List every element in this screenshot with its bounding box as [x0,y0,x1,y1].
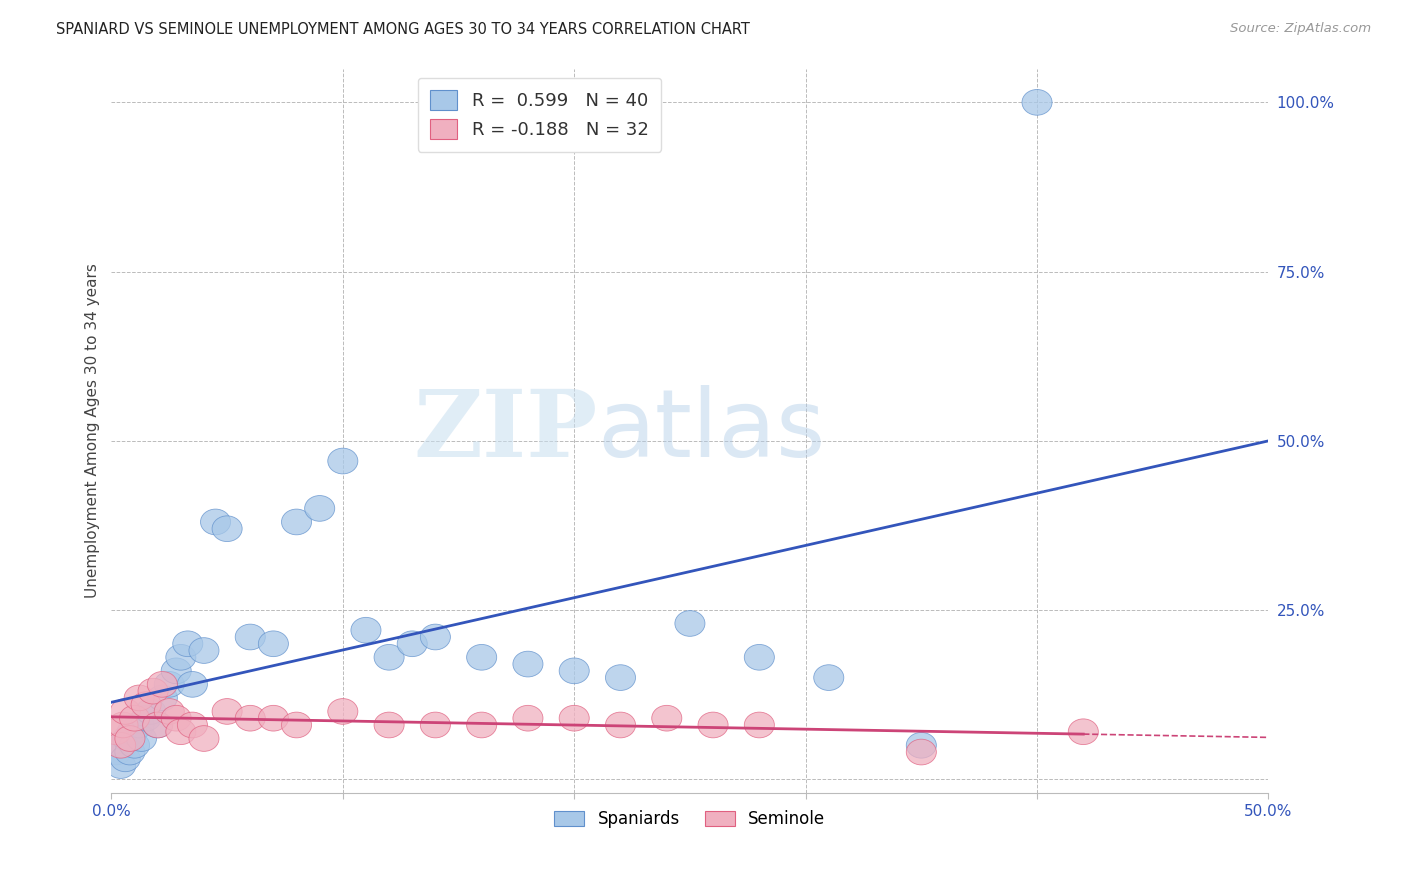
Ellipse shape [907,732,936,758]
Ellipse shape [138,678,169,704]
Ellipse shape [281,712,312,738]
Ellipse shape [259,706,288,731]
Ellipse shape [201,509,231,535]
Ellipse shape [328,698,359,724]
Ellipse shape [101,719,131,745]
Ellipse shape [110,698,141,724]
Ellipse shape [115,739,145,765]
Ellipse shape [162,658,191,683]
Ellipse shape [177,672,208,698]
Ellipse shape [166,719,195,745]
Ellipse shape [105,753,136,779]
Ellipse shape [108,712,138,738]
Ellipse shape [513,651,543,677]
Legend: Spaniards, Seminole: Spaniards, Seminole [548,804,832,835]
Ellipse shape [352,617,381,643]
Y-axis label: Unemployment Among Ages 30 to 34 years: Unemployment Among Ages 30 to 34 years [86,263,100,598]
Ellipse shape [112,726,142,751]
Ellipse shape [814,665,844,690]
Ellipse shape [560,658,589,683]
Ellipse shape [560,706,589,731]
Ellipse shape [148,672,177,698]
Text: atlas: atlas [598,384,825,476]
Ellipse shape [155,672,184,698]
Ellipse shape [131,692,162,717]
Ellipse shape [155,698,184,724]
Ellipse shape [110,746,141,772]
Ellipse shape [744,644,775,670]
Ellipse shape [606,665,636,690]
Ellipse shape [374,712,404,738]
Text: Source: ZipAtlas.com: Source: ZipAtlas.com [1230,22,1371,36]
Ellipse shape [212,698,242,724]
Ellipse shape [396,631,427,657]
Ellipse shape [115,726,145,751]
Ellipse shape [467,644,496,670]
Ellipse shape [117,719,148,745]
Ellipse shape [281,509,312,535]
Ellipse shape [177,712,208,738]
Ellipse shape [124,712,155,738]
Ellipse shape [1022,89,1052,115]
Ellipse shape [120,732,149,758]
Ellipse shape [166,644,195,670]
Ellipse shape [652,706,682,731]
Ellipse shape [420,712,450,738]
Text: SPANIARD VS SEMINOLE UNEMPLOYMENT AMONG AGES 30 TO 34 YEARS CORRELATION CHART: SPANIARD VS SEMINOLE UNEMPLOYMENT AMONG … [56,22,751,37]
Ellipse shape [131,706,162,731]
Ellipse shape [148,685,177,711]
Ellipse shape [513,706,543,731]
Ellipse shape [420,624,450,650]
Ellipse shape [188,726,219,751]
Ellipse shape [235,706,266,731]
Ellipse shape [142,712,173,738]
Ellipse shape [173,631,202,657]
Ellipse shape [188,638,219,664]
Ellipse shape [467,712,496,738]
Ellipse shape [907,739,936,765]
Ellipse shape [744,712,775,738]
Ellipse shape [212,516,242,541]
Ellipse shape [136,698,166,724]
Ellipse shape [105,732,136,758]
Ellipse shape [606,712,636,738]
Ellipse shape [101,739,131,765]
Ellipse shape [374,644,404,670]
Text: ZIP: ZIP [413,385,598,475]
Ellipse shape [108,732,138,758]
Ellipse shape [305,496,335,521]
Ellipse shape [697,712,728,738]
Ellipse shape [162,706,191,731]
Ellipse shape [127,726,156,751]
Ellipse shape [675,611,704,636]
Ellipse shape [259,631,288,657]
Ellipse shape [1069,719,1098,745]
Ellipse shape [328,448,359,474]
Ellipse shape [142,712,173,738]
Ellipse shape [120,706,149,731]
Ellipse shape [235,624,266,650]
Ellipse shape [124,685,155,711]
